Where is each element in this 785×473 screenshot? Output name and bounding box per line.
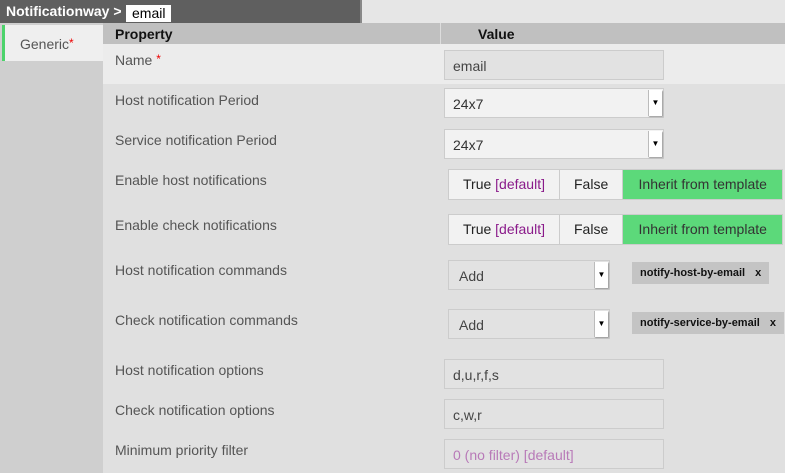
tag-label: notify-service-by-email	[640, 317, 760, 329]
inherit-option[interactable]: Inherit from template	[623, 170, 783, 199]
add-text: Add	[459, 268, 484, 284]
required-marker: *	[69, 36, 74, 50]
check-commands-add-select[interactable]: Add ▼	[448, 309, 610, 339]
host-enabled-toggle: True [default] False Inherit from templa…	[448, 169, 784, 200]
default-text: [default]	[495, 176, 545, 192]
title-bar-fill	[362, 0, 785, 23]
service-period-value: 24x7	[453, 137, 484, 153]
default-text: [default]	[495, 221, 545, 237]
name-label-text: Name	[115, 52, 153, 68]
host-options-label: Host notification options	[115, 362, 264, 378]
chevron-down-icon[interactable]: ▼	[648, 90, 662, 116]
check-options-input[interactable]: c,w,r	[444, 399, 664, 429]
add-text: Add	[459, 317, 484, 333]
service-period-select[interactable]: 24x7 ▼	[444, 129, 664, 159]
tab-generic[interactable]: Generic*	[2, 25, 103, 61]
host-commands-add-select[interactable]: Add ▼	[448, 260, 610, 290]
chevron-down-icon[interactable]: ▼	[648, 131, 662, 157]
name-label: Name *	[115, 52, 161, 68]
host-period-select[interactable]: 24x7 ▼	[444, 88, 664, 118]
host-enabled-label: Enable host notifications	[115, 172, 267, 188]
check-commands-label: Check notification commands	[115, 312, 298, 328]
remove-tag-button[interactable]: x	[769, 317, 776, 329]
name-input[interactable]: email	[444, 50, 664, 80]
service-period-label: Service notification Period	[115, 132, 277, 148]
breadcrumb-label: Notificationway >	[6, 3, 122, 19]
false-option[interactable]: False	[560, 215, 624, 244]
column-divider	[440, 23, 441, 44]
remove-tag-button[interactable]: x	[755, 267, 762, 279]
check-options-label: Check notification options	[115, 402, 275, 418]
value-header: Value	[478, 26, 515, 42]
true-text: True	[463, 176, 492, 192]
host-options-input[interactable]: d,u,r,f,s	[444, 359, 664, 389]
table-header: Property Value	[103, 23, 785, 44]
breadcrumb-current: email	[126, 5, 172, 22]
min-priority-input[interactable]: 0 (no filter) [default]	[444, 439, 664, 469]
true-text: True	[463, 221, 492, 237]
property-header: Property	[115, 26, 173, 42]
check-enabled-toggle: True [default] False Inherit from templa…	[448, 214, 784, 245]
false-option[interactable]: False	[560, 170, 624, 199]
inherit-option[interactable]: Inherit from template	[623, 215, 783, 244]
sidebar	[0, 23, 103, 473]
chevron-down-icon[interactable]: ▼	[594, 262, 608, 288]
tab-label: Generic	[20, 36, 70, 52]
host-period-label: Host notification Period	[115, 92, 259, 108]
true-option[interactable]: True [default]	[449, 170, 560, 199]
required-marker: *	[156, 52, 161, 66]
min-priority-label: Minimum priority filter	[115, 442, 249, 458]
true-option[interactable]: True [default]	[449, 215, 560, 244]
command-tag: notify-host-by-email x	[632, 262, 770, 284]
host-commands-label: Host notification commands	[115, 262, 287, 278]
command-tag: notify-service-by-email x	[632, 312, 784, 334]
host-period-value: 24x7	[453, 96, 484, 112]
tag-label: notify-host-by-email	[640, 267, 746, 279]
title-bar	[0, 0, 362, 23]
check-enabled-label: Enable check notifications	[115, 217, 277, 233]
chevron-down-icon[interactable]: ▼	[594, 311, 608, 337]
